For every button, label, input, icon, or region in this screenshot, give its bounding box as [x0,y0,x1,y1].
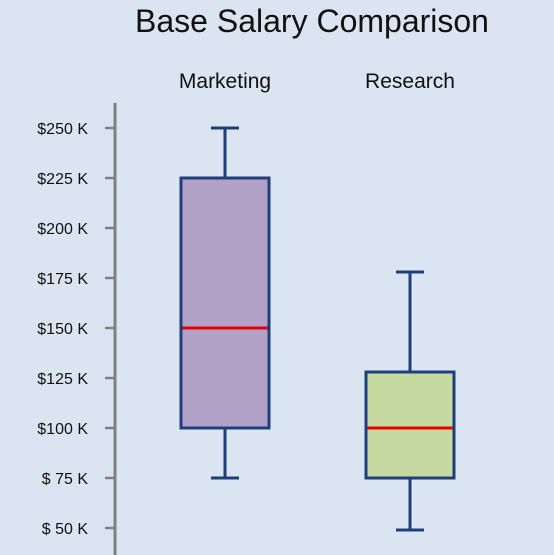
y-tick-label: $175 K [37,271,88,288]
y-tick-label: $250 K [37,121,88,138]
category-label: Research [365,70,455,93]
chart-title: Base Salary Comparison [135,3,489,39]
box-research: Research [364,70,456,532]
iqr-box [364,370,456,480]
y-tick-label: $150 K [37,321,88,338]
y-tick-label: $125 K [37,371,88,388]
y-tick-label: $ 50 K [42,521,89,538]
box-marketing: Marketing [179,70,271,480]
iqr-box [179,176,271,430]
boxes-layer: Marketing Research [179,70,456,532]
category-label: Marketing [179,70,271,93]
y-tick-label: $225 K [37,171,88,188]
y-tick-label: $ 75 K [42,471,89,488]
y-tick-label: $200 K [37,221,88,238]
y-axis: $ 50 K $ 75 K $100 K $125 K $150 K $175 K $200… [37,103,117,555]
y-tick-label: $100 K [37,421,88,438]
